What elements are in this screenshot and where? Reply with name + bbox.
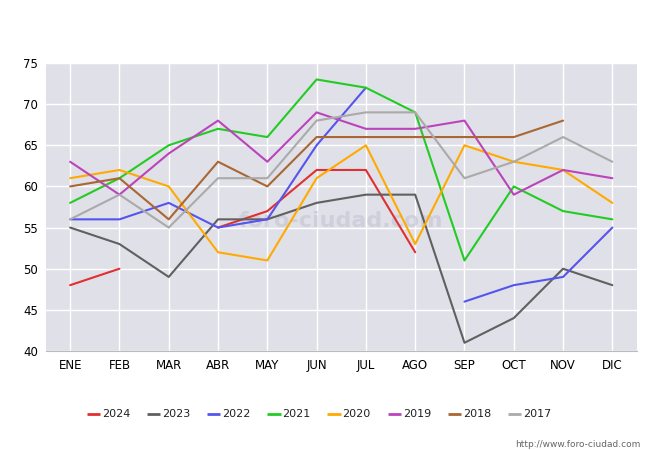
- Text: 2020: 2020: [343, 409, 370, 419]
- Text: 2017: 2017: [523, 409, 551, 419]
- Text: Afiliados en Cortelazor a 31/8/2024: Afiliados en Cortelazor a 31/8/2024: [166, 9, 484, 27]
- Text: 2021: 2021: [283, 409, 311, 419]
- Text: http://www.foro-ciudad.com: http://www.foro-ciudad.com: [515, 440, 640, 449]
- Text: 2023: 2023: [162, 409, 190, 419]
- Text: 2018: 2018: [463, 409, 491, 419]
- Text: 2024: 2024: [102, 409, 131, 419]
- Text: foro-ciudad.com: foro-ciudad.com: [239, 212, 443, 231]
- Text: 2019: 2019: [403, 409, 431, 419]
- Text: 2022: 2022: [222, 409, 251, 419]
